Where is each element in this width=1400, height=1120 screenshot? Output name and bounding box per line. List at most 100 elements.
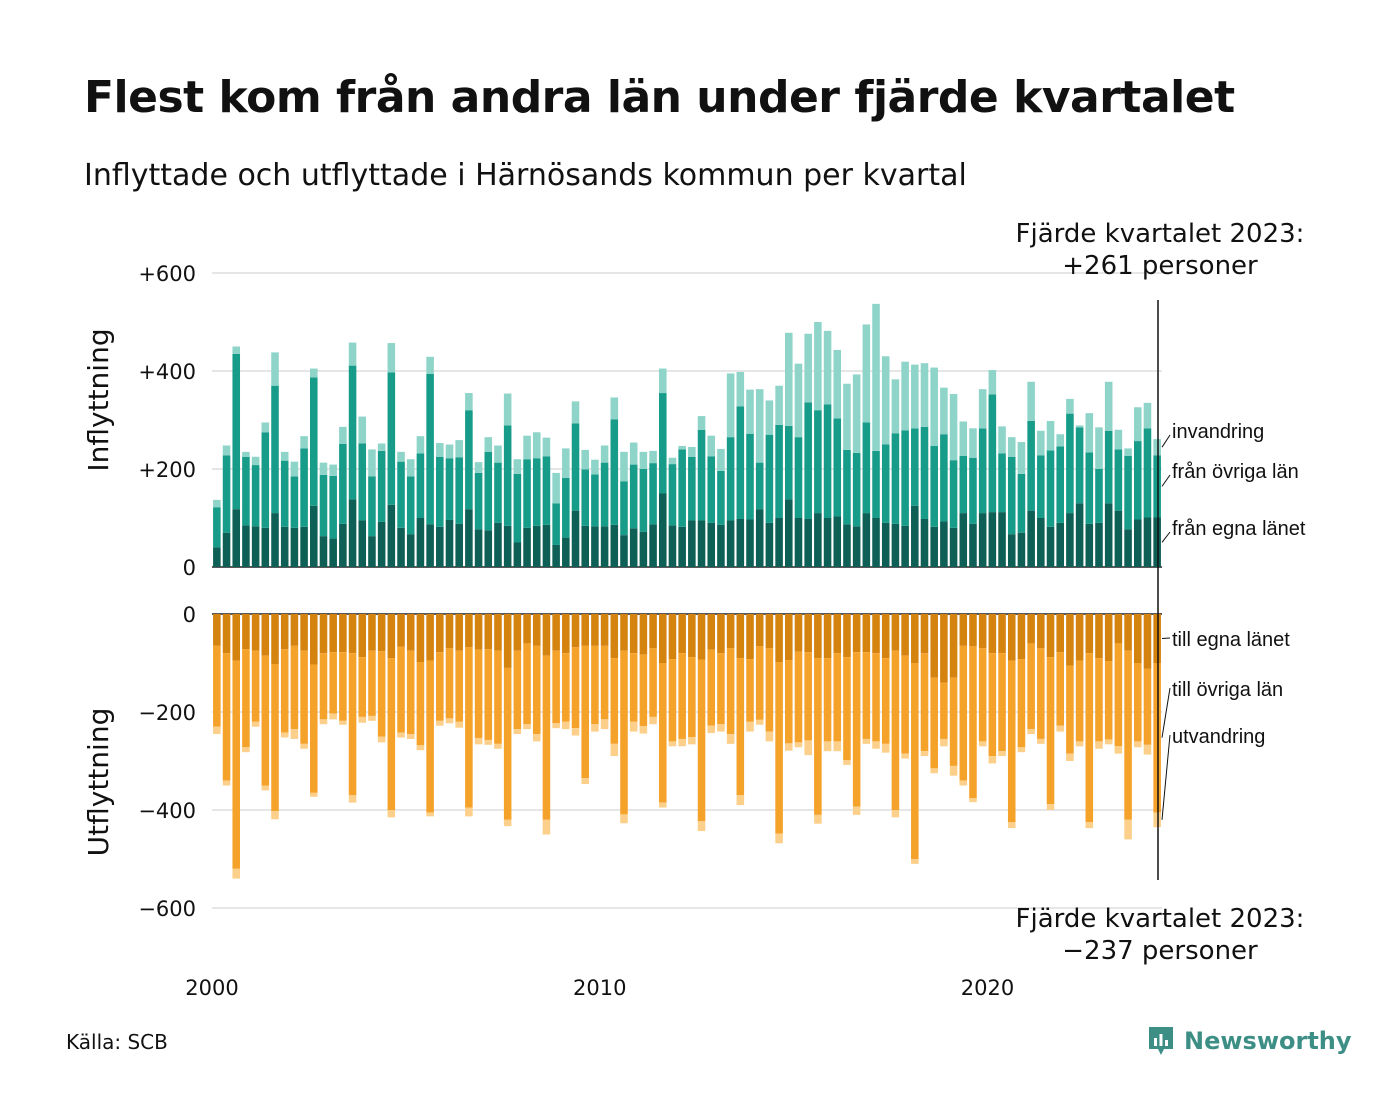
bar-in-1 — [377, 450, 386, 522]
bar-in-0 — [1085, 523, 1094, 567]
bar-out-2 — [668, 741, 677, 747]
bar-out-2 — [852, 806, 861, 815]
bar-out-1 — [1085, 653, 1094, 823]
bar-out-0 — [872, 614, 880, 654]
bar-out-2 — [1124, 819, 1132, 840]
bar-out-0 — [523, 614, 531, 644]
bar-out-2 — [1075, 741, 1084, 747]
bar-in-2 — [406, 459, 415, 477]
seg-leader-in — [1161, 474, 1171, 487]
bar-out-1 — [1046, 657, 1055, 805]
bar-in-0 — [232, 509, 241, 567]
bar-out-0 — [1124, 614, 1132, 651]
bar-in-2 — [823, 330, 832, 405]
bar-out-1 — [552, 650, 560, 724]
seg-leader-in — [1161, 434, 1171, 448]
bar-out-1 — [1056, 652, 1064, 726]
bar-out-0 — [949, 614, 958, 678]
bar-out-2 — [639, 726, 648, 734]
bar-in-0 — [852, 526, 861, 567]
bar-out-2 — [319, 719, 328, 725]
bar-in-0 — [765, 522, 774, 567]
bar-in-2 — [755, 389, 764, 463]
bar-in-0 — [658, 493, 667, 567]
bar-in-0 — [872, 518, 880, 567]
bar-out-0 — [280, 614, 289, 650]
bar-in-2 — [1133, 407, 1142, 442]
bar-in-2 — [1027, 381, 1035, 421]
bar-in-1 — [940, 434, 948, 522]
y-tick-out: −200 — [138, 701, 196, 725]
bar-out-2 — [581, 778, 589, 785]
y-axis-title-out: Utflyttning — [82, 708, 115, 857]
y-tick-out: −600 — [138, 897, 196, 921]
bar-out-2 — [901, 753, 909, 759]
bar-in-0 — [1066, 513, 1074, 567]
bar-in-1 — [814, 410, 822, 514]
bar-out-0 — [397, 614, 405, 647]
bar-in-2 — [794, 363, 803, 438]
bar-out-1 — [891, 650, 900, 810]
bar-out-2 — [620, 814, 628, 824]
bar-in-2 — [1007, 437, 1016, 457]
bar-out-0 — [562, 614, 570, 654]
bar-out-2 — [1143, 744, 1152, 755]
bar-out-0 — [406, 614, 415, 651]
bar-in-2 — [339, 426, 347, 445]
bar-in-2 — [717, 448, 725, 471]
bar-out-1 — [649, 648, 657, 717]
bar-out-0 — [1066, 614, 1074, 666]
bar-out-2 — [872, 741, 880, 749]
bar-in-2 — [814, 322, 822, 411]
bar-in-0 — [1046, 526, 1055, 567]
bar-out-1 — [658, 663, 667, 803]
bar-out-0 — [930, 614, 938, 678]
bar-out-1 — [532, 645, 541, 735]
bar-in-2 — [494, 445, 502, 463]
bar-in-1 — [251, 465, 260, 527]
seg-label-out: utvandring — [1172, 726, 1265, 748]
bar-in-0 — [562, 537, 570, 567]
bar-in-0 — [901, 525, 909, 567]
bar-out-0 — [377, 614, 386, 652]
bar-out-2 — [765, 731, 774, 742]
bar-in-0 — [397, 527, 405, 567]
bar-out-2 — [455, 721, 463, 728]
bar-in-2 — [746, 389, 754, 434]
bar-in-0 — [629, 528, 638, 567]
bar-in-2 — [1124, 448, 1132, 456]
bar-in-0 — [959, 513, 968, 567]
bar-out-1 — [959, 645, 968, 781]
bar-out-2 — [348, 795, 357, 803]
bar-out-2 — [678, 738, 686, 747]
bar-out-2 — [804, 740, 812, 756]
bar-in-0 — [494, 522, 502, 567]
bar-in-0 — [436, 526, 444, 567]
bar-out-0 — [823, 614, 832, 659]
bar-in-2 — [940, 387, 948, 435]
bar-in-1 — [387, 372, 396, 505]
bar-out-0 — [629, 614, 638, 654]
bar-out-2 — [1104, 739, 1113, 745]
bar-out-1 — [1017, 659, 1026, 748]
bar-out-0 — [1095, 614, 1103, 659]
bar-out-0 — [969, 614, 977, 647]
bar-out-2 — [881, 743, 890, 753]
bar-in-2 — [785, 332, 793, 426]
y-axis-title-in: Inflyttning — [82, 328, 115, 471]
bar-out-1 — [484, 649, 493, 740]
bar-in-0 — [503, 525, 512, 567]
bar-in-1 — [532, 458, 541, 526]
bar-out-0 — [940, 614, 948, 683]
bar-in-1 — [765, 434, 774, 523]
bar-out-0 — [474, 614, 483, 650]
bar-in-0 — [426, 524, 434, 567]
bar-out-2 — [978, 741, 987, 747]
bar-out-1 — [581, 645, 589, 779]
bar-in-2 — [571, 401, 580, 424]
bar-out-1 — [639, 654, 648, 727]
bar-out-0 — [436, 614, 444, 653]
bar-in-0 — [688, 520, 696, 567]
bar-in-2 — [1046, 420, 1055, 451]
bar-in-2 — [639, 451, 648, 469]
